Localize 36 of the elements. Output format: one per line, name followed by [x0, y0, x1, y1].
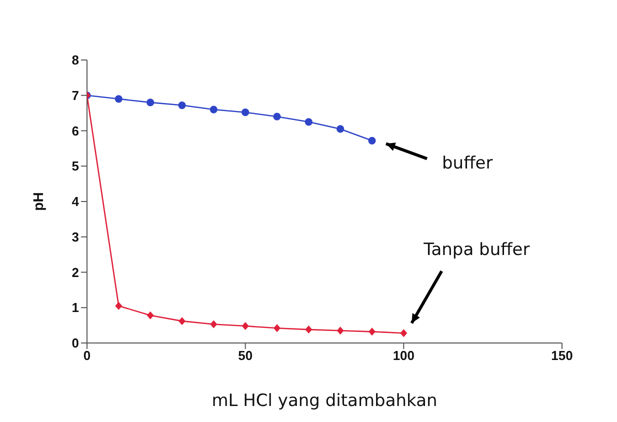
point [368, 328, 376, 336]
point [400, 329, 408, 338]
y-tick-label: 2 [72, 264, 79, 280]
point [178, 101, 186, 110]
point [304, 118, 312, 126]
x-tick-label: 150 [551, 348, 573, 364]
point [115, 302, 122, 310]
point [210, 320, 218, 328]
y-tick-label: 8 [72, 52, 79, 68]
x-axis-title: mL HCl yang ditambahkan [212, 391, 438, 411]
y-tick-label: 3 [72, 229, 79, 244]
text: buffer [442, 154, 493, 174]
point [146, 311, 154, 320]
point [242, 108, 250, 116]
point [114, 95, 122, 103]
x-tick-label: 100 [392, 348, 415, 364]
point [146, 98, 154, 106]
x-tick-label: 0 [83, 348, 91, 364]
point [210, 106, 218, 114]
y-axis-title: pH [30, 192, 46, 211]
point [273, 112, 281, 120]
text: Tanpa buffer [422, 240, 530, 260]
x-tick-label: 50 [238, 348, 253, 364]
point [368, 136, 376, 144]
point [274, 324, 280, 332]
y-tick-label: 1 [72, 300, 79, 316]
y-tick-label: 5 [72, 158, 79, 174]
y-tick-label: 4 [72, 194, 80, 210]
point [178, 317, 186, 326]
point [242, 322, 249, 330]
point [336, 326, 344, 335]
point [305, 326, 312, 334]
point [336, 125, 344, 133]
y-tick-label: 0 [72, 336, 79, 351]
y-tick-label: 7 [72, 88, 79, 103]
y-tick-label: 6 [72, 123, 79, 138]
